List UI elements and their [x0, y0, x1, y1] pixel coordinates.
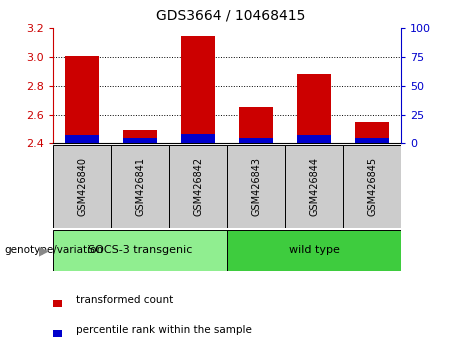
Bar	[297, 74, 331, 143]
Bar	[65, 56, 100, 143]
Text: transformed count: transformed count	[77, 295, 174, 305]
Bar	[297, 136, 331, 143]
Text: SOCS-3 transgenic: SOCS-3 transgenic	[88, 245, 192, 256]
Text: percentile rank within the sample: percentile rank within the sample	[77, 325, 252, 335]
Bar	[53, 145, 111, 228]
Bar	[227, 145, 285, 228]
Bar	[53, 300, 62, 307]
Bar	[181, 35, 215, 143]
Text: GDS3664 / 10468415: GDS3664 / 10468415	[156, 9, 305, 23]
Bar	[123, 130, 158, 143]
Text: ▶: ▶	[39, 244, 48, 257]
Text: GSM426844: GSM426844	[309, 157, 319, 216]
Text: wild type: wild type	[289, 245, 339, 256]
Bar	[123, 138, 158, 143]
Bar	[355, 122, 390, 143]
Text: GSM426842: GSM426842	[193, 157, 203, 216]
Text: GSM426845: GSM426845	[367, 157, 377, 216]
Bar	[343, 145, 401, 228]
Bar	[111, 145, 169, 228]
Text: GSM426840: GSM426840	[77, 157, 87, 216]
Bar	[53, 330, 62, 337]
Bar	[355, 138, 390, 143]
Bar	[181, 135, 215, 143]
Bar	[239, 107, 273, 143]
Text: GSM426841: GSM426841	[135, 157, 145, 216]
Bar	[65, 136, 100, 143]
Bar	[169, 145, 227, 228]
Bar	[227, 230, 401, 271]
Bar	[239, 138, 273, 143]
Text: GSM426843: GSM426843	[251, 157, 261, 216]
Text: genotype/variation: genotype/variation	[5, 245, 104, 256]
Bar	[53, 230, 227, 271]
Bar	[285, 145, 343, 228]
